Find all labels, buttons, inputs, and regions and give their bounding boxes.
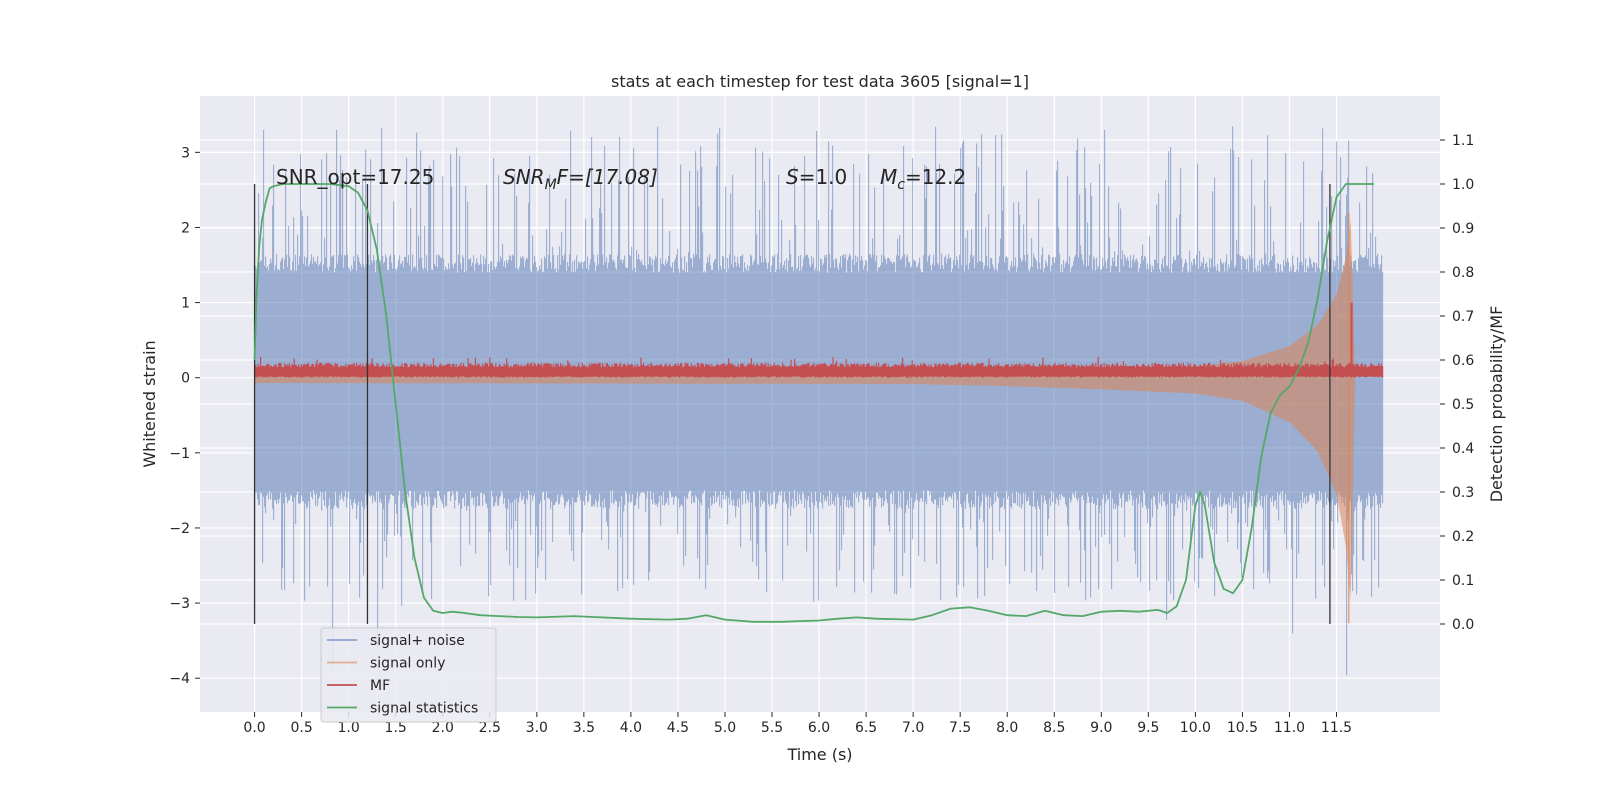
annotation-mc-sub: c <box>897 177 905 193</box>
x-tick-label: 5.5 <box>761 720 783 736</box>
y2-tick-label: 0.5 <box>1452 397 1474 413</box>
y2-tick-label: 0.0 <box>1452 617 1474 633</box>
annotation-mc: Mc=12.2 <box>880 165 966 193</box>
chart-title: stats at each timestep for test data 360… <box>611 72 1029 91</box>
x-tick-label: 10.5 <box>1227 720 1258 736</box>
series-signal-only <box>254 212 1356 624</box>
y2-tick-label: 0.1 <box>1452 573 1474 589</box>
x-axis-ticks: 0.0 0.5 1.0 1.5 2.0 2.5 3.0 3.5 4.0 4.5 5.0 5.5 6.0 6… <box>243 712 1352 736</box>
x-tick-label: 1.5 <box>385 720 407 736</box>
x-tick-label: 11.0 <box>1274 720 1305 736</box>
x-tick-label: 6.5 <box>855 720 877 736</box>
y2-tick-label: 0.8 <box>1452 265 1474 281</box>
legend: signal+ noise signal only MF signal statist… <box>320 627 497 723</box>
x-tick-label: 3.5 <box>573 720 595 736</box>
legend-label: signal+ noise <box>370 633 465 649</box>
y-tick-label: −4 <box>169 671 190 687</box>
annotation-snr-mf: SNRMF=[17.08] <box>503 165 658 193</box>
x-tick-label: 4.0 <box>620 720 642 736</box>
x-tick-label: 10.0 <box>1180 720 1211 736</box>
signal-statistics-line <box>253 183 1375 623</box>
y2-axis-label: Detection probability/MF <box>1487 306 1506 503</box>
x-tick-label: 9.5 <box>1137 720 1159 736</box>
y2-tick-label: 0.3 <box>1452 485 1474 501</box>
series-signal-statistics <box>253 183 1375 623</box>
y2-tick-label: 1.1 <box>1452 133 1474 149</box>
vertical-markers <box>253 184 1331 624</box>
annotation-snr-opt: SNR_opt=17.25 <box>276 165 434 189</box>
x-tick-label: 11.5 <box>1321 720 1352 736</box>
y2-tick-label: 0.6 <box>1452 353 1474 369</box>
plot-content <box>253 126 1384 676</box>
annotation-s: S=1.0 <box>786 165 847 189</box>
x-tick-label: 2.0 <box>432 720 454 736</box>
x-tick-label: 2.5 <box>479 720 501 736</box>
y-tick-label: 1 <box>181 296 190 312</box>
legend-box <box>320 627 497 723</box>
annotation-snr-mf-sub: M <box>545 177 557 193</box>
y2-tick-label: 0.4 <box>1452 441 1474 457</box>
annotation-s-main: S <box>786 165 799 189</box>
x-tick-label: 4.5 <box>667 720 689 736</box>
x-tick-label: 7.0 <box>902 720 924 736</box>
annotation-mc-rest: =12.2 <box>905 165 966 189</box>
annotation-snr-mf-rest: F=[17.08] <box>557 165 658 189</box>
y-tick-label: −1 <box>169 446 190 462</box>
annotation-s-rest: =1.0 <box>799 165 848 189</box>
x-tick-label: 5.0 <box>714 720 736 736</box>
y-tick-label: 3 <box>181 145 190 161</box>
x-tick-label: 8.5 <box>1043 720 1065 736</box>
x-tick-label: 7.5 <box>949 720 971 736</box>
x-tick-label: 9.0 <box>1090 720 1112 736</box>
x-tick-label: 1.0 <box>338 720 360 736</box>
y2-tick-label: 0.7 <box>1452 309 1474 325</box>
annotation-snr-mf-main: SNR <box>503 165 545 189</box>
x-tick-label: 0.0 <box>243 720 265 736</box>
x-tick-label: 6.0 <box>808 720 830 736</box>
y2-tick-label: 0.2 <box>1452 529 1474 545</box>
legend-label: signal statistics <box>370 701 478 717</box>
legend-label: signal only <box>370 656 445 672</box>
y-tick-label: −2 <box>169 521 190 537</box>
y-axis-ticks: 3 2 1 0 −1 −2 −3 −4 <box>169 145 200 687</box>
y-tick-label: 0 <box>181 371 190 387</box>
y-tick-label: −3 <box>169 596 190 612</box>
y-axis-label: Whitened strain <box>140 340 159 467</box>
y2-tick-label: 1.0 <box>1452 177 1474 193</box>
annotation-mc-main: M <box>880 165 897 189</box>
x-tick-label: 0.5 <box>290 720 312 736</box>
x-axis-label: Time (s) <box>786 745 852 764</box>
y-tick-label: 2 <box>181 220 190 236</box>
y2-tick-label: 0.9 <box>1452 221 1474 237</box>
legend-label: MF <box>370 678 390 694</box>
y2-axis-ticks: 1.1 1.0 0.9 0.8 0.7 0.6 0.5 0.4 0.3 0.2 0.1 0.0 <box>1440 133 1474 633</box>
x-tick-label: 8.0 <box>996 720 1018 736</box>
x-tick-label: 3.0 <box>526 720 548 736</box>
